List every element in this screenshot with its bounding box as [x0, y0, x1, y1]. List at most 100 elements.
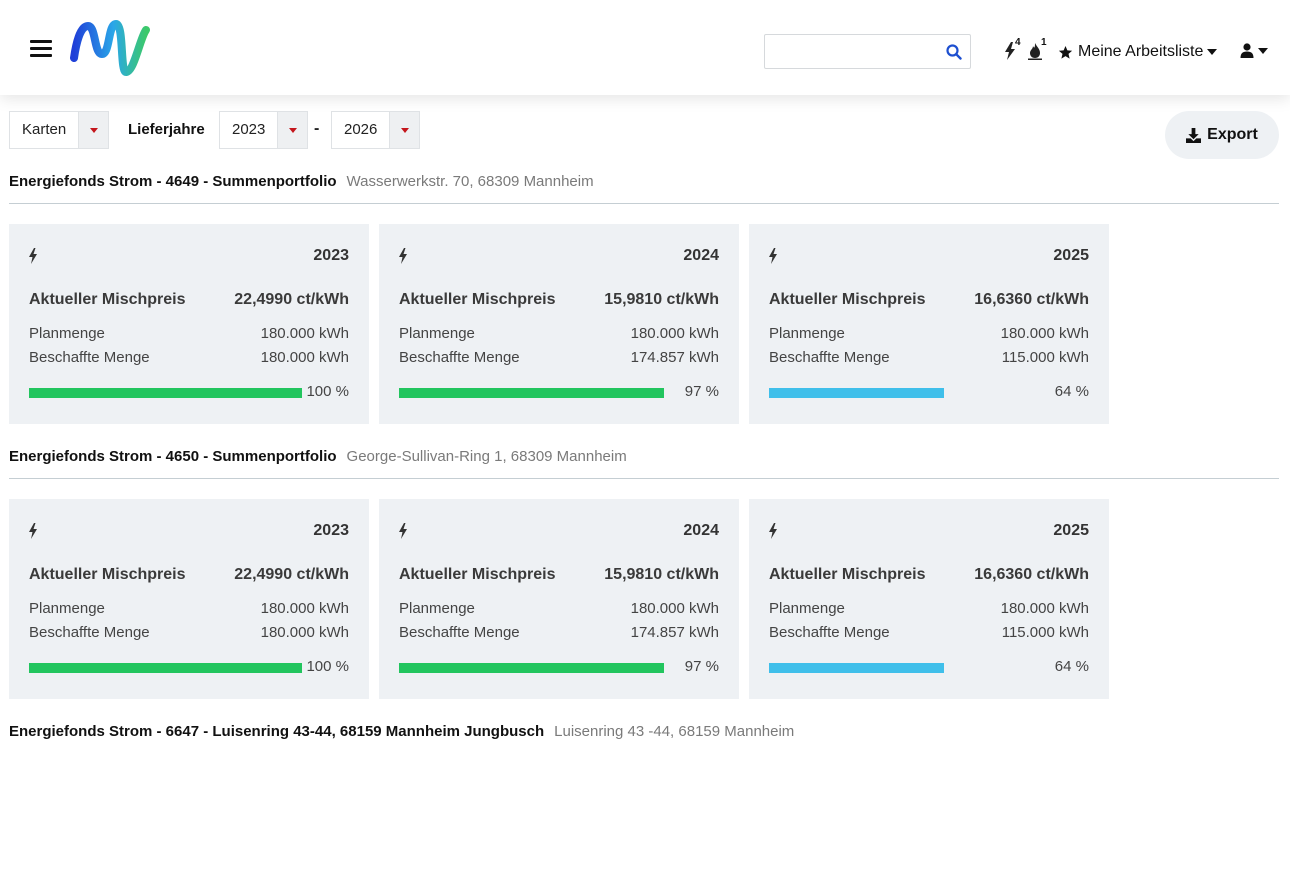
planmenge-label: Planmenge [769, 325, 845, 342]
bolt-icon [399, 248, 407, 264]
bolt-icon [29, 523, 37, 539]
planmenge-label: Planmenge [769, 600, 845, 617]
mischpreis-row: Aktueller Mischpreis 16,6360 ct/kWh [769, 291, 1089, 309]
bolt-icon [769, 248, 777, 264]
year-card[interactable]: 2023 Aktueller Mischpreis 22,4990 ct/kWh Pl… [9, 499, 369, 699]
planmenge-label: Planmenge [399, 325, 475, 342]
mischpreis-row: Aktueller Mischpreis 22,4990 ct/kWh [29, 291, 349, 309]
mischpreis-value: 22,4990 ct/kWh [234, 291, 349, 308]
year-card[interactable]: 2023 Aktueller Mischpreis 22,4990 ct/kWh Pl… [9, 224, 369, 424]
view-select[interactable]: Karten [9, 111, 110, 149]
export-button[interactable]: Export [1165, 111, 1279, 159]
beschaffte-menge-value: 180.000 kWh [260, 349, 349, 366]
beschaffte-menge-label: Beschaffte Menge [29, 624, 150, 641]
mischpreis-label: Aktueller Mischpreis [29, 566, 186, 583]
portfolio-name: Energiefonds Strom - 4650 - Summenportfo… [9, 448, 337, 465]
power-notifications[interactable]: 4 [1004, 37, 1024, 62]
year-from-value: 2023 [232, 121, 266, 138]
flame-icon [1028, 43, 1042, 60]
portfolio-address: Luisenring 43 -44, 68159 Mannheim [554, 723, 795, 740]
year-card[interactable]: 2025 Aktueller Mischpreis 16,6360 ct/kWh Pl… [749, 499, 1109, 699]
portfolio-header[interactable]: Energiefonds Strom - 4650 - Summenportfo… [9, 448, 627, 465]
year-card[interactable]: 2024 Aktueller Mischpreis 15,9810 ct/kWh Pl… [379, 499, 739, 699]
year-card[interactable]: 2024 Aktueller Mischpreis 15,9810 ct/kWh Pl… [379, 224, 739, 424]
mischpreis-label: Aktueller Mischpreis [399, 566, 556, 583]
portfolio-name: Energiefonds Strom - 6647 - Luisenring 4… [9, 723, 545, 740]
year-from-select[interactable]: 2023 [219, 111, 309, 149]
mischpreis-label: Aktueller Mischpreis [769, 291, 926, 308]
mvv-logo[interactable] [68, 18, 152, 76]
beschaffte-menge-row: Beschaffte Menge 174.857 kWh [399, 349, 719, 366]
beschaffte-menge-value: 115.000 kWh [1001, 624, 1089, 641]
mischpreis-label: Aktueller Mischpreis [29, 291, 186, 308]
progress-percent: 100 % [306, 658, 349, 675]
beschaffte-menge-label: Beschaffte Menge [399, 624, 520, 641]
lieferjahre-label: Lieferjahre [128, 121, 205, 138]
planmenge-row: Planmenge 180.000 kWh [399, 325, 719, 342]
mischpreis-value: 16,6360 ct/kWh [974, 291, 1089, 308]
chevron-down-icon[interactable] [389, 112, 420, 148]
download-icon [1186, 127, 1202, 143]
planmenge-row: Planmenge 180.000 kWh [769, 325, 1089, 342]
chevron-down-icon [1207, 49, 1218, 55]
planmenge-row: Planmenge 180.000 kWh [769, 600, 1089, 617]
beschaffte-menge-value: 174.857 kWh [630, 349, 719, 366]
section-divider [9, 203, 1279, 204]
power-notification-count: 4 [1015, 37, 1021, 48]
search-icon[interactable] [946, 44, 962, 60]
bolt-icon [769, 523, 777, 539]
planmenge-value: 180.000 kWh [1000, 600, 1089, 617]
view-select-value: Karten [22, 121, 67, 138]
progress-percent: 100 % [306, 383, 349, 400]
planmenge-row: Planmenge 180.000 kWh [399, 600, 719, 617]
top-navbar: 4 1 Meine Arbeitsliste [0, 0, 1290, 95]
planmenge-label: Planmenge [399, 600, 475, 617]
progress-bar [769, 663, 944, 673]
year-range-separator: - [314, 120, 320, 137]
planmenge-value: 180.000 kWh [260, 325, 349, 342]
beschaffte-menge-value: 174.857 kWh [630, 624, 719, 641]
year-to-select[interactable]: 2026 [331, 111, 421, 149]
planmenge-label: Planmenge [29, 325, 105, 342]
mischpreis-label: Aktueller Mischpreis [769, 566, 926, 583]
planmenge-row: Planmenge 180.000 kWh [29, 325, 349, 342]
chevron-down-icon[interactable] [78, 112, 109, 148]
mischpreis-value: 16,6360 ct/kWh [974, 566, 1089, 583]
gas-notifications[interactable]: 1 [1028, 37, 1048, 62]
planmenge-value: 180.000 kWh [630, 325, 719, 342]
beschaffte-menge-row: Beschaffte Menge 115.000 kWh [769, 624, 1089, 641]
progress-bar [399, 388, 664, 398]
beschaffte-menge-value: 115.000 kWh [1001, 349, 1089, 366]
card-year: 2025 [1053, 247, 1089, 264]
card-year: 2025 [1053, 522, 1089, 539]
year-card[interactable]: 2025 Aktueller Mischpreis 16,6360 ct/kWh Pl… [749, 224, 1109, 424]
mischpreis-value: 15,9810 ct/kWh [604, 566, 719, 583]
mischpreis-row: Aktueller Mischpreis 15,9810 ct/kWh [399, 291, 719, 309]
mischpreis-label: Aktueller Mischpreis [399, 291, 556, 308]
planmenge-value: 180.000 kWh [260, 600, 349, 617]
hamburger-menu-icon[interactable] [30, 40, 52, 58]
portfolio-header[interactable]: Energiefonds Strom - 6647 - Luisenring 4… [9, 723, 794, 740]
bolt-icon [29, 248, 37, 264]
portfolio-address: Wasserwerkstr. 70, 68309 Mannheim [346, 173, 594, 190]
gas-notification-count: 1 [1041, 37, 1047, 48]
mischpreis-row: Aktueller Mischpreis 22,4990 ct/kWh [29, 566, 349, 584]
progress-percent: 97 % [684, 383, 719, 400]
card-year: 2023 [313, 522, 349, 539]
portfolio-name: Energiefonds Strom - 4649 - Summenportfo… [9, 173, 337, 190]
watchlist-dropdown[interactable]: Meine Arbeitsliste [1058, 42, 1218, 62]
user-menu[interactable] [1240, 43, 1268, 58]
chevron-down-icon [1258, 47, 1268, 54]
beschaffte-menge-label: Beschaffte Menge [769, 349, 890, 366]
planmenge-value: 180.000 kWh [1000, 325, 1089, 342]
portfolio-header[interactable]: Energiefonds Strom - 4649 - Summenportfo… [9, 173, 594, 190]
card-year: 2024 [683, 247, 719, 264]
mischpreis-row: Aktueller Mischpreis 16,6360 ct/kWh [769, 566, 1089, 584]
mischpreis-row: Aktueller Mischpreis 15,9810 ct/kWh [399, 566, 719, 584]
beschaffte-menge-label: Beschaffte Menge [769, 624, 890, 641]
progress-percent: 64 % [1054, 658, 1089, 675]
beschaffte-menge-label: Beschaffte Menge [399, 349, 520, 366]
chevron-down-icon[interactable] [277, 112, 308, 148]
bolt-icon [1005, 42, 1015, 60]
search-input[interactable] [771, 41, 939, 63]
